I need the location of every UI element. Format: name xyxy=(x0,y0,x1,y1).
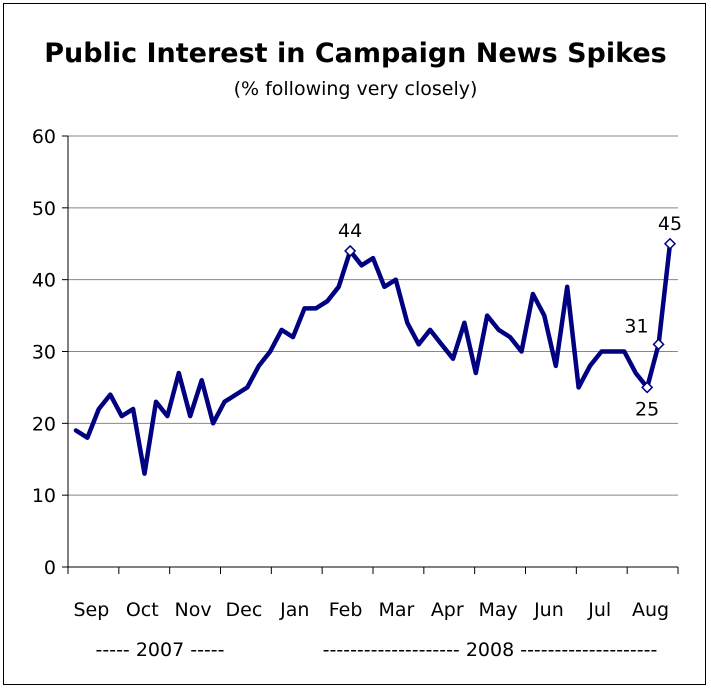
data-point xyxy=(154,400,158,404)
data-label: 31 xyxy=(624,315,648,337)
data-point xyxy=(188,414,192,418)
data-point xyxy=(211,421,215,425)
highlight-marker xyxy=(663,237,677,250)
data-point xyxy=(268,350,272,354)
data-point xyxy=(108,393,112,397)
data-point xyxy=(314,306,318,310)
data-point xyxy=(554,364,558,368)
y-tick-label: 20 xyxy=(32,413,56,435)
gridlines xyxy=(68,135,678,496)
y-tick-label: 50 xyxy=(32,198,56,220)
data-point xyxy=(485,314,489,318)
data-point xyxy=(405,321,409,325)
data-point xyxy=(474,371,478,375)
labels: 0 10 20 30 40 50 60 Sep Oct Nov Dec Jan Feb Mar Apr May… xyxy=(32,126,682,661)
x-tick-label: Dec xyxy=(226,599,263,621)
data-point xyxy=(611,350,615,354)
data-point xyxy=(325,299,329,303)
data-point xyxy=(85,436,89,440)
data-point xyxy=(120,414,124,418)
data-point xyxy=(257,364,261,368)
chart-title: Public Interest in Campaign News Spikes xyxy=(44,38,667,69)
data-point xyxy=(462,321,466,325)
chart-subtitle: (% following very closely) xyxy=(233,78,478,100)
data-point xyxy=(131,407,135,411)
x-tick-label: Jan xyxy=(279,599,309,621)
x-tick-label: Mar xyxy=(378,599,414,621)
data-point xyxy=(371,256,375,260)
data-point xyxy=(177,371,181,375)
data-point xyxy=(577,385,581,389)
x-tick-label: Nov xyxy=(175,599,212,621)
y-tick-label: 0 xyxy=(44,557,56,579)
data-label: 25 xyxy=(635,398,659,420)
data-point xyxy=(622,350,626,354)
y-tick-label: 60 xyxy=(32,126,56,148)
data-point xyxy=(451,357,455,361)
x-tick-label: Jun xyxy=(533,599,564,621)
series-line xyxy=(73,241,673,476)
data-label: 45 xyxy=(658,213,682,235)
data-point xyxy=(97,407,101,411)
x-tick-label: Jul xyxy=(587,599,611,621)
chart-frame xyxy=(3,3,706,685)
y-tick-label: 40 xyxy=(32,270,56,292)
highlight-marker xyxy=(344,244,357,257)
series-layer xyxy=(73,237,677,476)
data-point xyxy=(634,371,638,375)
data-point xyxy=(531,292,535,296)
x-tick-label: Apr xyxy=(431,599,464,621)
data-point xyxy=(200,378,204,382)
data-point xyxy=(74,429,78,433)
data-point xyxy=(508,335,512,339)
data-point xyxy=(417,342,421,346)
x-tick-label: Sep xyxy=(74,599,110,621)
y-tick-label: 10 xyxy=(32,485,56,507)
data-point xyxy=(382,285,386,289)
data-point xyxy=(428,328,432,332)
year-label-2007: ----- 2007 ----- xyxy=(96,639,225,661)
data-point xyxy=(542,314,546,318)
data-point xyxy=(588,364,592,368)
axes xyxy=(62,135,679,574)
y-tick-label: 30 xyxy=(32,342,56,364)
data-point xyxy=(223,400,227,404)
data-point xyxy=(599,350,603,354)
data-point xyxy=(165,414,169,418)
data-point xyxy=(280,328,284,332)
x-tick-label: Aug xyxy=(632,599,669,621)
year-label-2008: -------------------- 2008 --------------… xyxy=(323,639,658,661)
highlight-marker xyxy=(652,338,665,351)
x-tick-label: May xyxy=(478,599,517,621)
x-tick-label: Oct xyxy=(126,599,159,621)
data-point xyxy=(565,285,569,289)
highlight-marker xyxy=(641,381,654,394)
data-point xyxy=(497,328,501,332)
data-label: 44 xyxy=(338,220,362,242)
data-point xyxy=(245,385,249,389)
data-point xyxy=(520,350,524,354)
data-point xyxy=(234,393,238,397)
data-point xyxy=(143,472,147,476)
data-point xyxy=(291,335,295,339)
data-point xyxy=(394,278,398,282)
x-tick-label: Feb xyxy=(329,599,363,621)
data-point xyxy=(337,285,341,289)
data-point xyxy=(440,342,444,346)
data-point xyxy=(302,306,306,310)
data-point xyxy=(360,263,364,267)
